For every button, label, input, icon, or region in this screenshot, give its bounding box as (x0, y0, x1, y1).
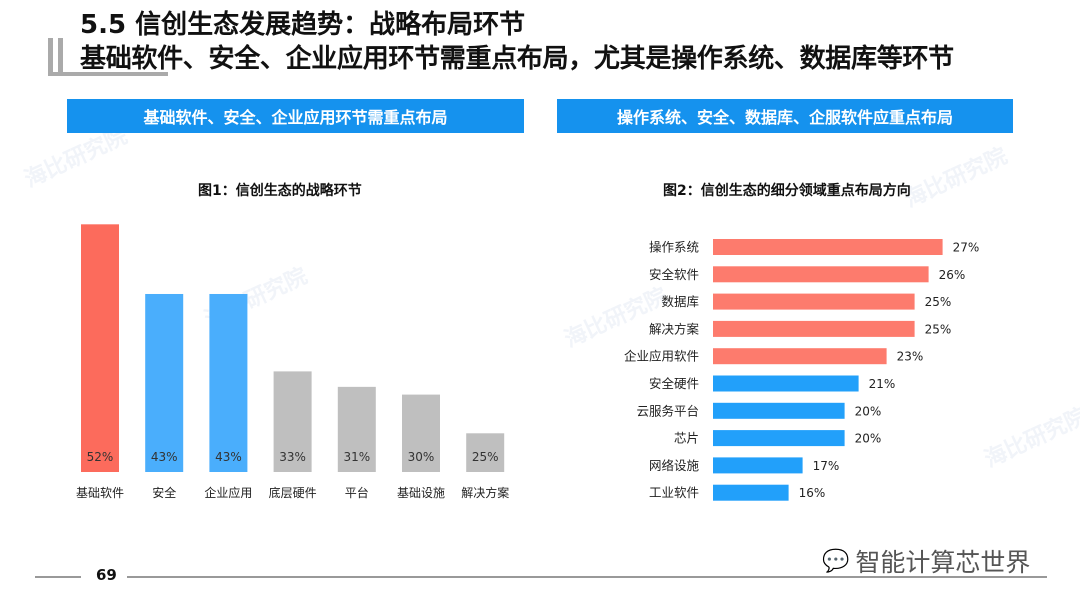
bar-value-label: 31% (343, 450, 370, 464)
bar-value-label: 52% (87, 450, 114, 464)
bar-0 (81, 224, 119, 472)
title-decoration (48, 38, 168, 76)
bar-value-label: 25% (472, 450, 499, 464)
category-label: 数据库 (661, 294, 699, 309)
bar-8 (713, 457, 803, 474)
chart2-title: 图2：信创生态的细分领域重点布局方向 (663, 183, 911, 199)
bar-6 (466, 433, 505, 472)
category-label: 解决方案 (461, 485, 509, 500)
bar-0 (713, 239, 943, 255)
page-number: 69 (96, 566, 117, 584)
page-title: 5.5 信创生态发展趋势：战略布局环节 (80, 10, 526, 40)
bar-value-label: 21% (869, 377, 896, 391)
bar-3 (713, 320, 915, 337)
bar-value-label: 33% (279, 450, 306, 464)
bar-5 (402, 394, 440, 472)
bar-2 (209, 293, 248, 472)
category-label: 芯片 (674, 431, 699, 446)
bar-value-label: 43% (215, 450, 242, 464)
bar-4 (713, 348, 887, 365)
category-label: 安全软件 (649, 267, 699, 282)
bar-7 (713, 430, 845, 447)
footer-divider (127, 576, 1047, 578)
brand-label: 💬 智能计算芯世界 (822, 543, 1030, 579)
bar-3 (273, 371, 312, 472)
bar-value-label: 43% (151, 450, 178, 464)
category-label: 云服务平台 (636, 403, 699, 418)
bar-value-label: 17% (813, 459, 840, 473)
chart2: 操作系统 27% 安全软件 26% 数据库 25% 解决方案 25% 企业应用软件 23% 安全硬件… (624, 239, 980, 501)
bar-value-label: 25% (925, 295, 952, 309)
bar-9 (713, 484, 789, 501)
chart1-title: 图1：信创生态的战略环节 (198, 183, 362, 199)
page-subtitle: 基础软件、安全、企业应用环节需重点布局，尤其是操作系统、数据库等环节 (80, 44, 954, 74)
wechat-icon: 💬 (822, 548, 850, 574)
category-label: 网络设施 (649, 458, 700, 473)
footer-divider (35, 576, 81, 578)
category-label: 企业应用 (204, 485, 252, 500)
category-label: 平台 (345, 485, 369, 500)
category-label: 安全硬件 (649, 376, 699, 391)
bar-1 (145, 293, 184, 472)
bar-value-label: 25% (925, 322, 952, 336)
category-label: 底层硬件 (269, 485, 317, 500)
bar-value-label: 20% (855, 432, 882, 446)
bar-value-label: 30% (408, 450, 435, 464)
left-banner: 基础软件、安全、企业应用环节需重点布局 (67, 99, 524, 133)
category-label: 安全 (152, 485, 176, 500)
right-banner: 操作系统、安全、数据库、企服软件应重点布局 (557, 99, 1013, 133)
brand-text: 智能计算芯世界 (855, 548, 1031, 577)
category-label: 基础设施 (397, 486, 445, 500)
bar-2 (713, 293, 915, 310)
category-label: 基础软件 (76, 486, 124, 500)
category-label: 企业应用软件 (624, 349, 699, 364)
bar-4 (337, 386, 376, 472)
category-label: 解决方案 (649, 321, 700, 336)
bar-value-label: 16% (799, 486, 826, 500)
category-label: 操作系统 (649, 240, 699, 255)
bar-5 (713, 375, 859, 392)
bar-value-label: 20% (855, 404, 882, 418)
bar-6 (713, 402, 845, 419)
bar-1 (713, 266, 929, 283)
bar-value-label: 23% (897, 350, 924, 364)
chart1: 52% 基础软件 43% 安全 43% 企业应用 33% 底层硬件 31% 平台 30% 基础设施 25… (76, 224, 509, 500)
bar-value-label: 26% (939, 268, 966, 282)
category-label: 工业软件 (649, 485, 699, 500)
bar-value-label: 27% (953, 241, 980, 255)
